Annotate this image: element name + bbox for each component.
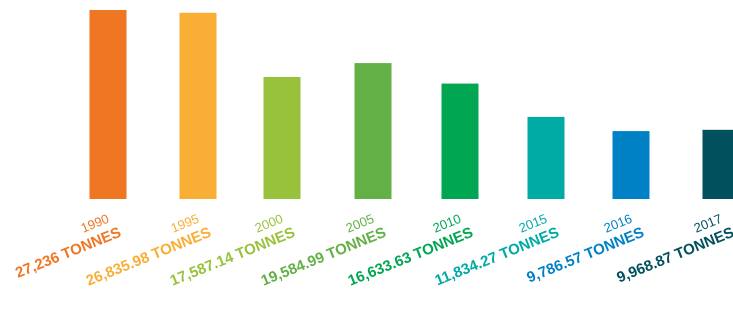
bar-2000 — [263, 76, 301, 199]
bar-2005 — [354, 63, 392, 199]
bar-1990 — [89, 10, 127, 199]
bar-2010 — [441, 83, 479, 199]
bar-2015 — [527, 116, 565, 199]
bar-1995 — [179, 12, 217, 199]
bars-group — [89, 10, 733, 199]
bar-2017 — [702, 129, 733, 199]
bar-2016 — [612, 131, 650, 199]
